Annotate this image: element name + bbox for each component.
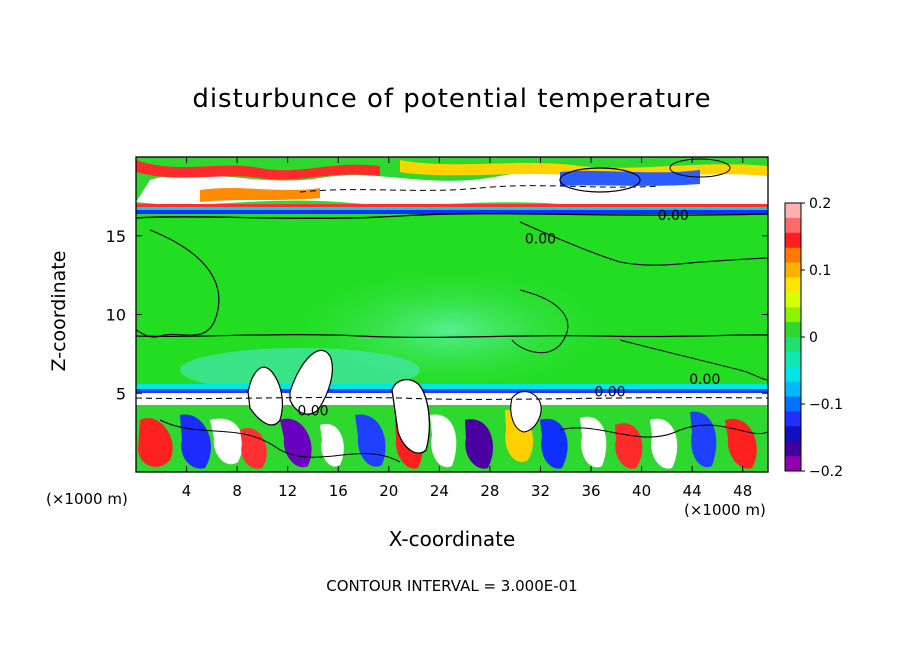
x-tick-label: 32 bbox=[531, 482, 550, 500]
heatmap-field: 0.00 0.00 0.00 0.00 0.00 bbox=[136, 157, 768, 472]
colorbar-swatch bbox=[785, 203, 801, 219]
contour-label: 0.00 bbox=[689, 372, 720, 388]
x-tick-label: 28 bbox=[480, 482, 499, 500]
upper-red-wave bbox=[136, 160, 380, 180]
contour-line-lower bbox=[136, 396, 768, 400]
plume-right bbox=[510, 391, 542, 433]
lower-blue-swirl-1 bbox=[180, 414, 211, 469]
chart-title: disturbunce of potential temperature bbox=[192, 84, 712, 114]
colorbar-tick-label: 0.1 bbox=[809, 263, 831, 279]
lower-red-swirl-1 bbox=[138, 418, 173, 467]
y-axis-ticks: 5 10 15 bbox=[106, 227, 768, 403]
contour-eddy-upper bbox=[559, 167, 641, 193]
colorbar-swatch bbox=[785, 307, 801, 323]
upper-inversion-cyan bbox=[136, 206, 768, 212]
colorbar-swatch bbox=[785, 217, 801, 234]
colorbar-swatch bbox=[785, 337, 801, 353]
contour-line-mid-2 bbox=[511, 289, 569, 354]
x-tick-label: 4 bbox=[182, 482, 192, 500]
colorbar-tick-label: −0.1 bbox=[809, 397, 843, 413]
contour-label: 0.00 bbox=[594, 384, 625, 400]
colorbar-tick-label: 0 bbox=[809, 330, 818, 346]
contour-line-lower-3 bbox=[559, 424, 768, 438]
lower-red-swirl-5 bbox=[725, 418, 757, 469]
contour-label: 0.00 bbox=[525, 232, 556, 248]
contour-line-mid bbox=[136, 333, 768, 339]
colorbar-swatch bbox=[785, 232, 801, 249]
x-tick-label: 24 bbox=[430, 482, 449, 500]
x-axis-ticks: 4 8 12 16 20 24 28 32 36 40 44 48 bbox=[182, 157, 752, 500]
colorbar-swatch bbox=[785, 292, 801, 308]
x-tick-label: 20 bbox=[379, 482, 398, 500]
x-tick-label: 40 bbox=[632, 482, 651, 500]
upper-inversion-red bbox=[136, 204, 768, 207]
lower-white-swirl-5 bbox=[650, 418, 678, 469]
colorbar-swatch bbox=[785, 381, 801, 398]
x-tick-label: 8 bbox=[232, 482, 242, 500]
x-tick-label: 12 bbox=[278, 482, 297, 500]
plume-mid bbox=[289, 349, 333, 415]
lower-purple-swirl bbox=[280, 418, 312, 468]
colorbar-swatch bbox=[785, 322, 801, 338]
contour-eddy-upper-2 bbox=[669, 158, 731, 178]
lower-stable-cyan bbox=[136, 384, 768, 392]
colorbar-swatch bbox=[785, 262, 801, 278]
colorbar-swatch bbox=[785, 396, 801, 412]
lower-white-swirl-3 bbox=[430, 414, 457, 468]
lower-blue-swirl-3 bbox=[540, 418, 568, 469]
colorbar-swatch bbox=[785, 277, 801, 293]
colorbar-ticks: 0.2 0.1 0 −0.1 −0.2 bbox=[801, 196, 843, 480]
x-tick-label: 16 bbox=[329, 482, 348, 500]
y-tick-label: 5 bbox=[116, 384, 126, 403]
contour-line-upper-1 bbox=[136, 213, 768, 219]
contour-label: 0.00 bbox=[297, 403, 328, 419]
x-unit-left: (×1000 m) bbox=[46, 490, 128, 508]
lower-stable-white bbox=[136, 393, 768, 407]
lower-white-swirl-4 bbox=[580, 416, 607, 468]
x-unit-right: (×1000 m) bbox=[684, 501, 766, 519]
y-tick-label: 15 bbox=[106, 227, 126, 246]
colorbar-swatch bbox=[785, 351, 801, 368]
colorbar-tick-label: −0.2 bbox=[809, 464, 843, 480]
colorbar-swatch bbox=[785, 411, 801, 427]
upper-inversion-blue bbox=[136, 210, 768, 214]
colorbar-swatch bbox=[785, 366, 801, 383]
lower-purple-swirl-2 bbox=[465, 419, 494, 469]
y-tick-label: 10 bbox=[106, 306, 126, 325]
colorbar-swatch bbox=[785, 456, 801, 472]
contour-interval-note: CONTOUR INTERVAL = 3.000E-01 bbox=[326, 577, 578, 595]
colorbar-swatch bbox=[785, 441, 801, 457]
lower-stable-blue bbox=[136, 389, 768, 394]
y-axis-label: Z-coordinate bbox=[48, 250, 70, 372]
x-tick-label: 48 bbox=[733, 482, 752, 500]
upper-blue-patch bbox=[560, 170, 700, 186]
x-axis-label: X-coordinate bbox=[388, 527, 516, 551]
colorbar bbox=[785, 203, 801, 472]
upper-orange-patch bbox=[200, 188, 320, 202]
lower-red-swirl-2 bbox=[240, 428, 267, 469]
contour-line-dashed-upper bbox=[299, 185, 661, 193]
lower-white-swirl-1 bbox=[210, 418, 243, 465]
contour-line-upper-3 bbox=[519, 221, 768, 266]
x-tick-label: 44 bbox=[683, 482, 702, 500]
contour-line-lower-2 bbox=[159, 419, 401, 463]
contour-line-mid-3 bbox=[619, 339, 768, 381]
plume-left bbox=[247, 366, 284, 426]
colorbar-swatch bbox=[785, 247, 801, 264]
x-tick-label: 36 bbox=[581, 482, 600, 500]
colorbar-tick-label: 0.2 bbox=[809, 196, 831, 212]
contour-label: 0.00 bbox=[658, 208, 689, 224]
colorbar-swatch bbox=[785, 426, 801, 442]
